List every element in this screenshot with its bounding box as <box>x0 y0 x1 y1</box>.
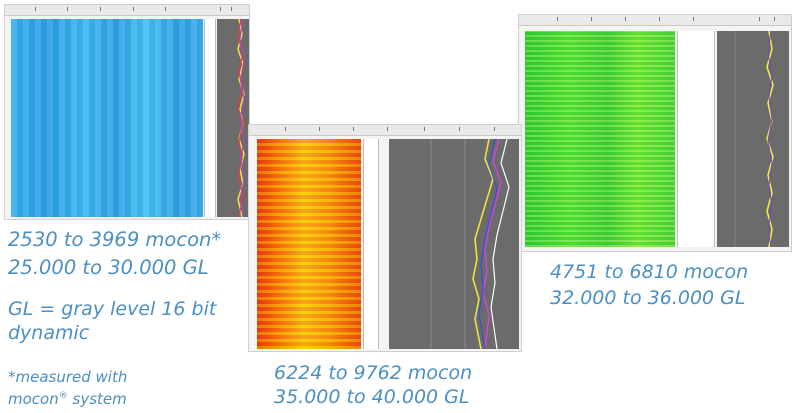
blue-caption-range: 2530 to 3969 mocon* <box>8 228 222 251</box>
scan-separator <box>363 139 379 349</box>
green-caption-gl: 32.000 to 36.000 GL <box>550 287 746 309</box>
blue-scan-panel <box>4 4 250 220</box>
green-heatmap-image <box>525 31 675 247</box>
gl-definition-line1: GL = gray level 16 bit <box>8 298 217 320</box>
scan-separator <box>204 19 216 217</box>
blue-heatmap-image <box>11 19 203 217</box>
scan-ruler <box>5 5 249 16</box>
green-profile-graph <box>717 31 789 247</box>
blue-caption-gl: 25.000 to 30.000 GL <box>8 256 209 279</box>
footnote-line1: *measured with <box>8 368 128 386</box>
red-caption-range: 6224 to 9762 mocon <box>274 362 473 384</box>
footnote-line2: mocon® system <box>8 387 127 408</box>
blue-profile-graph <box>217 19 249 217</box>
footnote-mocon: mocon <box>8 390 59 408</box>
registered-mark: ® <box>58 391 68 401</box>
scan-ruler <box>249 125 521 136</box>
red-profile-graph <box>389 139 519 349</box>
scan-separator <box>677 31 715 247</box>
green-caption-range: 4751 to 6810 mocon <box>550 261 749 283</box>
red-scan-panel <box>248 124 522 352</box>
scan-ruler <box>519 15 791 26</box>
footnote-system: system <box>67 390 127 408</box>
red-caption-gl: 35.000 to 40.000 GL <box>274 386 470 408</box>
gl-definition-line2: dynamic <box>8 322 90 344</box>
green-scan-panel <box>518 14 792 252</box>
red-heatmap-image <box>257 139 361 349</box>
